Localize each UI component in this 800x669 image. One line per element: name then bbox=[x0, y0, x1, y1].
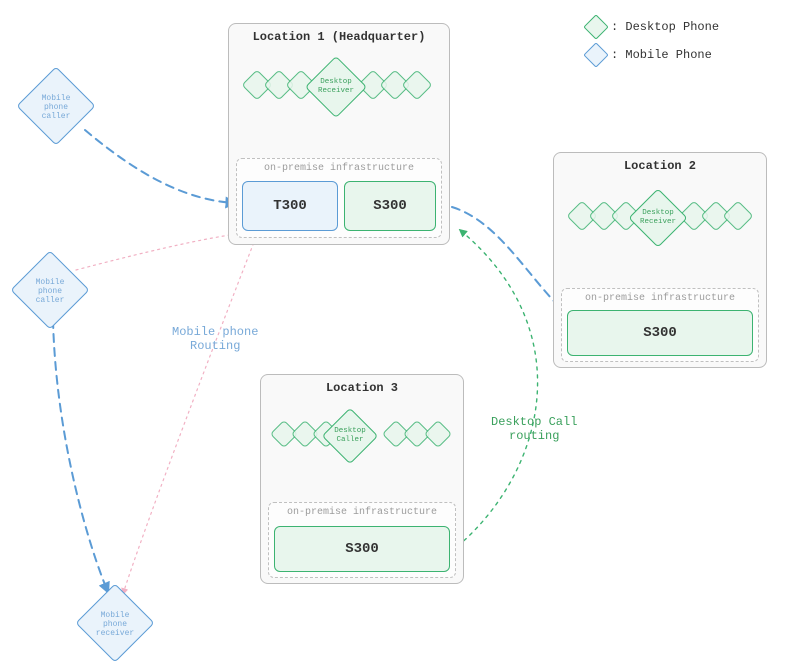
edge-caller2-to-receiver bbox=[53, 320, 108, 592]
infra-label: on-premise infrastructure bbox=[562, 293, 758, 304]
diamond-icon bbox=[583, 42, 608, 67]
infra-label: on-premise infrastructure bbox=[269, 507, 455, 518]
panel-title: Location 3 bbox=[261, 381, 463, 395]
edge-t300-down-to-receiver bbox=[123, 232, 258, 594]
t300: T300 bbox=[242, 181, 338, 231]
mobile-caller-2-label: Mobilephonecaller bbox=[22, 278, 78, 306]
legend-mobile: : Mobile Phone bbox=[587, 46, 712, 64]
legend-desktop: : Desktop Phone bbox=[587, 18, 719, 36]
legend-label: : Desktop Phone bbox=[611, 20, 719, 34]
s300-loc1: S300 bbox=[344, 181, 436, 231]
edge-s300-loc3-up-curve bbox=[458, 230, 538, 546]
infra-label: on-premise infrastructure bbox=[237, 163, 441, 174]
desktop-routing: Desktop Callrouting bbox=[491, 415, 577, 443]
panel-title: Location 1 (Headquarter) bbox=[229, 30, 449, 44]
mobile-caller-1-label: Mobilephonecaller bbox=[28, 94, 84, 122]
legend-label: : Mobile Phone bbox=[611, 48, 712, 62]
receiver-label: DesktopCaller bbox=[322, 427, 378, 444]
receiver-label: DesktopReceiver bbox=[628, 209, 688, 226]
edge-caller1-to-t300 bbox=[85, 130, 235, 203]
s300-loc3: S300 bbox=[274, 526, 450, 572]
diamond-icon bbox=[583, 14, 608, 39]
s300-loc2: S300 bbox=[567, 310, 753, 356]
mobile-routing: Mobile phoneRouting bbox=[172, 325, 258, 353]
mobile-receiver-label: Mobilephonereceiver bbox=[87, 611, 143, 639]
receiver-label: DesktopReceiver bbox=[306, 78, 366, 95]
panel-title: Location 2 bbox=[554, 159, 766, 173]
